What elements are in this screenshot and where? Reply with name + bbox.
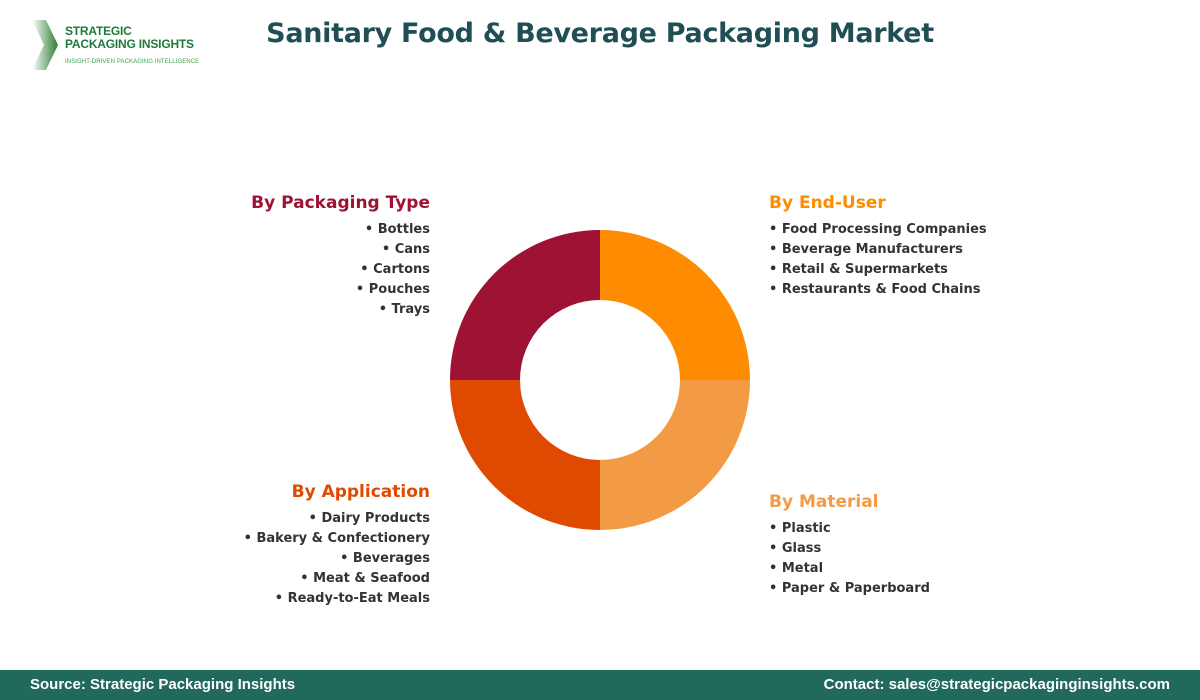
list-item: • Bakery & Confectionery — [243, 531, 430, 546]
page-title: Sanitary Food & Beverage Packaging Marke… — [266, 18, 934, 49]
slice-packaging-type — [450, 230, 600, 380]
donut-chart — [450, 230, 750, 530]
chevron-logo-icon — [32, 20, 58, 70]
segment-material: By Material • Plastic • Glass • Metal • … — [769, 492, 930, 599]
list-item: • Food Processing Companies — [769, 222, 987, 237]
segment-heading: By Material — [769, 492, 879, 512]
segment-heading: By Application — [291, 482, 430, 502]
list-item: • Beverages — [340, 551, 430, 566]
list-item: • Bottles — [364, 222, 430, 237]
logo-line-1: STRATEGIC — [65, 24, 132, 38]
slice-end-user — [600, 230, 750, 380]
list-item: • Pouches — [355, 282, 430, 297]
list-item: • Glass — [769, 541, 822, 556]
list-item: • Beverage Manufacturers — [769, 242, 963, 257]
list-item: • Trays — [378, 302, 430, 317]
list-item: • Meat & Seafood — [300, 571, 430, 586]
segment-end-user: By End-User • Food Processing Companies … — [769, 193, 987, 300]
segment-heading: By Packaging Type — [251, 193, 430, 213]
list-item: • Cans — [381, 242, 430, 257]
slice-application — [450, 380, 600, 530]
source-text: Source: Strategic Packaging Insights — [30, 676, 296, 693]
list-item: • Dairy Products — [308, 511, 430, 526]
list-item: • Ready-to-Eat Meals — [274, 591, 430, 606]
logo-tagline: INSIGHT-DRIVEN PACKAGING INTELLIGENCE — [65, 59, 200, 65]
slice-material — [600, 380, 750, 530]
list-item: • Plastic — [769, 521, 831, 536]
contact-text: Contact: sales@strategicpackaginginsight… — [823, 676, 1170, 693]
list-item: • Retail & Supermarkets — [769, 262, 948, 277]
brand-logo: STRATEGIC PACKAGING INSIGHTS INSIGHT-DRI… — [30, 18, 230, 73]
segment-application: By Application • Dairy Products • Bakery… — [244, 482, 430, 609]
footer-bar: Source: Strategic Packaging Insights Con… — [0, 670, 1200, 700]
segment-packaging-type: By Packaging Type • Bottles • Cans • Car… — [251, 193, 430, 320]
segment-heading: By End-User — [769, 193, 886, 213]
list-item: • Cartons — [360, 262, 430, 277]
list-item: • Paper & Paperboard — [769, 581, 930, 596]
list-item: • Metal — [769, 561, 824, 576]
logo-line-2: PACKAGING INSIGHTS — [65, 37, 194, 51]
list-item: • Restaurants & Food Chains — [769, 282, 981, 297]
